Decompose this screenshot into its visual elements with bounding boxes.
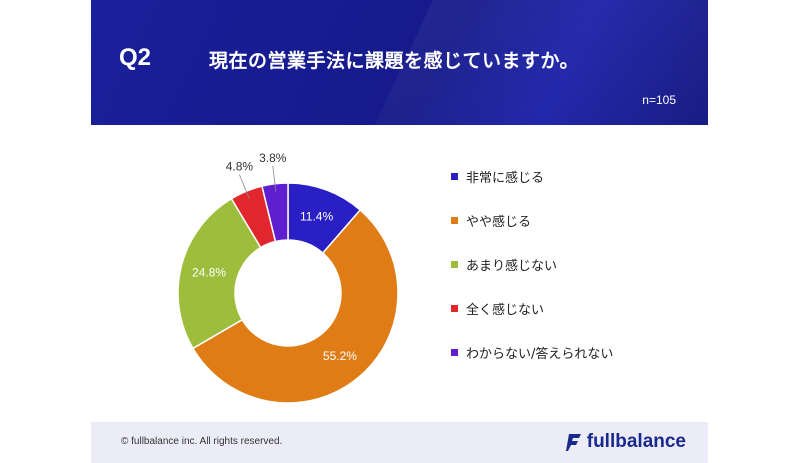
donut-slice-somewhat bbox=[191, 208, 399, 404]
legend-item: 全く感じない bbox=[451, 298, 613, 318]
slice-value-label: 3.8% bbox=[259, 151, 287, 165]
legend-item: 非常に感じる bbox=[451, 166, 613, 186]
fullbalance-logo-icon bbox=[565, 434, 581, 451]
copyright-text: © fullbalance inc. All rights reserved. bbox=[121, 436, 283, 447]
legend-swatch bbox=[451, 216, 458, 224]
legend-item: わからない/答えられない bbox=[451, 342, 613, 362]
donut-chart: 11.4% 55.2% 24.8% 4.8% 3.8% bbox=[170, 145, 406, 405]
donut-chart-svg: 11.4% 55.2% 24.8% 4.8% 3.8% bbox=[177, 151, 399, 404]
legend-swatch bbox=[451, 172, 458, 180]
brand-name: fullbalance bbox=[586, 431, 686, 452]
legend-item: あまり感じない bbox=[451, 254, 613, 274]
slice-value-label: 55.2% bbox=[323, 349, 357, 363]
question-number: Q2 bbox=[119, 44, 152, 71]
slice-value-label: 4.8% bbox=[226, 160, 254, 174]
legend-swatch bbox=[451, 304, 458, 312]
donut-slice-not-really bbox=[177, 197, 262, 350]
label-leader-line bbox=[272, 165, 277, 192]
legend-label: 全く感じない bbox=[466, 302, 545, 318]
chart-legend: 非常に感じる やや感じる あまり感じない 全く感じない わからない/答えられない bbox=[451, 166, 613, 386]
legend-label: やや感じる bbox=[466, 214, 532, 230]
legend-item: やや感じる bbox=[451, 210, 613, 230]
label-leader-line bbox=[239, 174, 250, 199]
legend-label: わからない/答えられない bbox=[466, 346, 614, 362]
footer: © fullbalance inc. All rights reserved. … bbox=[91, 422, 708, 463]
legend-swatch bbox=[451, 260, 458, 268]
sample-size: n=105 bbox=[642, 93, 676, 107]
brand-logo: fullbalance bbox=[565, 431, 686, 453]
slice-value-label: 24.8% bbox=[192, 266, 226, 280]
legend-label: あまり感じない bbox=[466, 258, 558, 274]
legend-label: 非常に感じる bbox=[466, 170, 545, 186]
legend-swatch bbox=[451, 348, 458, 356]
donut-slice-unknown bbox=[261, 182, 289, 243]
question-title: 現在の営業手法に課題を感じていますか。 bbox=[209, 50, 580, 72]
slice-value-label: 11.4% bbox=[300, 210, 333, 224]
header-banner: Q2 現在の営業手法に課題を感じていますか。 n=105 bbox=[91, 0, 708, 125]
